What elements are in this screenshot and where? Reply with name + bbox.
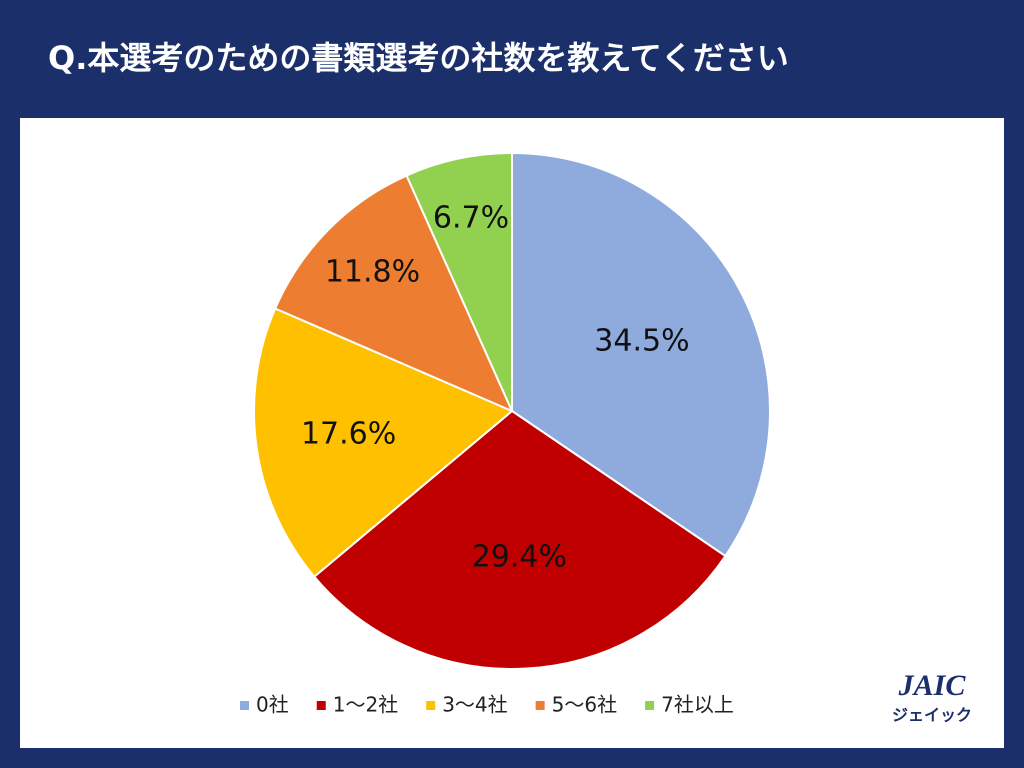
data-label: 29.4% [472,539,567,574]
data-label: 17.6% [301,416,396,451]
pie-slice [511,151,771,558]
legend-marker [316,701,326,710]
legend-label: 5～6社 [552,693,617,717]
pie-slice [253,307,514,579]
data-label: 6.7% [433,201,509,236]
legend-label: 3～4社 [442,693,507,717]
legend-label: 7社以上 [661,693,734,717]
pie-slice [405,151,513,412]
pie-slice [273,174,514,413]
data-label: 34.5% [594,324,689,359]
logo-name: JAIC [898,669,967,702]
logo-kana: ジェイック [892,706,972,725]
legend-marker [535,701,545,710]
legend-marker [645,701,655,710]
chart-title: Q.本選考のための書類選考の社数を教えてください [48,39,789,77]
data-label: 11.8% [325,255,420,290]
legend-marker [426,701,436,710]
pie-slice [312,409,727,670]
legend-label: 0社 [256,693,289,717]
legend-label: 1～2社 [333,693,398,717]
legend-marker [240,701,249,710]
